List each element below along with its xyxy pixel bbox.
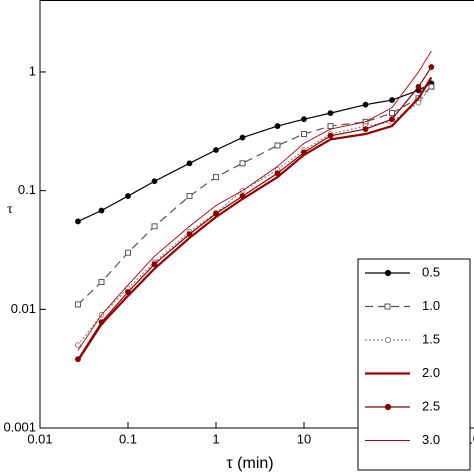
series-line [77, 86, 432, 346]
marker [301, 131, 307, 138]
x-tick-label: 0.01 [27, 431, 52, 446]
marker [274, 170, 281, 177]
marker [213, 174, 219, 181]
y-tick-label: 0.1 [18, 182, 36, 197]
y-axis-label: τ [7, 202, 13, 217]
marker [389, 110, 395, 117]
legend-label: 1.5 [422, 331, 440, 346]
marker [213, 147, 219, 153]
marker [98, 207, 105, 214]
x-tick-label: 10 [297, 431, 311, 446]
legend-label: 3.0 [422, 432, 440, 447]
marker [98, 319, 105, 326]
x-tick-label: 0.1 [119, 431, 137, 446]
marker [239, 193, 246, 199]
marker [239, 134, 246, 141]
marker [389, 97, 395, 103]
series-line [77, 50, 432, 351]
marker [125, 249, 131, 256]
marker [301, 149, 307, 156]
legend-symbol [384, 303, 391, 310]
y-tick-label: 1 [29, 63, 36, 78]
legend-marker [384, 403, 392, 411]
marker [362, 101, 369, 108]
legend-marker [384, 336, 392, 344]
marker [75, 218, 81, 225]
marker [98, 278, 105, 285]
marker [151, 261, 158, 268]
series-line [77, 82, 432, 222]
legend-marker [384, 269, 392, 277]
marker [213, 210, 219, 217]
marker [428, 83, 435, 90]
marker [75, 342, 81, 348]
marker [75, 356, 81, 363]
marker [301, 116, 307, 123]
series-line [77, 86, 432, 305]
marker [415, 99, 422, 106]
marker [186, 231, 193, 238]
legend-symbol [384, 403, 392, 411]
legend-symbol [384, 269, 392, 277]
marker [327, 110, 334, 117]
marker [125, 289, 131, 295]
marker [389, 116, 395, 123]
marker [274, 142, 281, 149]
x-tick-label: 1 [212, 431, 219, 446]
legend-label: 1.0 [422, 298, 440, 313]
marker [362, 126, 369, 132]
marker [186, 193, 193, 200]
y-tick-label: 0.01 [11, 301, 36, 316]
marker [274, 123, 281, 129]
marker [327, 123, 334, 130]
series-line [77, 76, 433, 362]
legend-marker [384, 303, 391, 310]
marker [239, 160, 246, 167]
marker [415, 83, 422, 90]
marker [186, 160, 193, 167]
marker [327, 132, 334, 139]
y-tick-label: 0.001 [3, 419, 36, 434]
legend-label: 2.0 [422, 365, 440, 380]
plot-frame [39, 0, 474, 429]
legend-box [357, 258, 471, 471]
series-line [77, 66, 432, 360]
legend-label: 0.5 [422, 264, 440, 279]
marker [151, 178, 158, 185]
legend: 0.5 1.0 1.5 2.0 2.5 3.0 [357, 258, 471, 471]
marker [428, 64, 435, 70]
marker [151, 223, 158, 230]
x-axis-label: τ (min) [226, 455, 273, 472]
marker [125, 193, 131, 199]
legend-label: 2.5 [422, 398, 440, 413]
marker [74, 301, 81, 308]
legend-symbol [384, 336, 392, 344]
